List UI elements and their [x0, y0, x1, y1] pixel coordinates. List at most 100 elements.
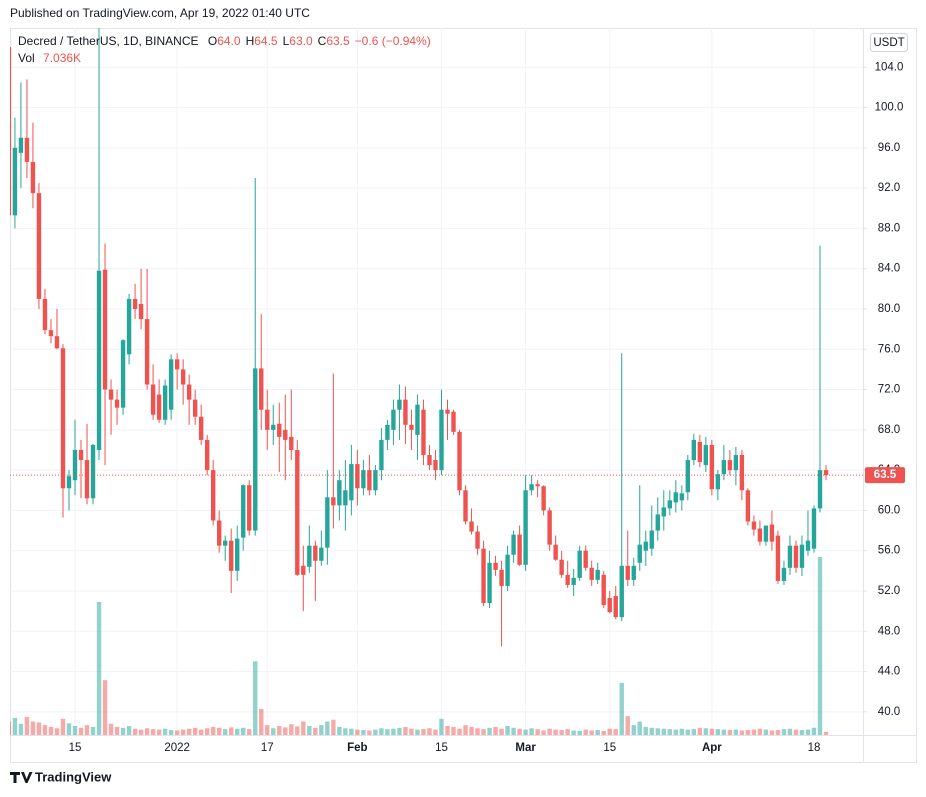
volume-bar — [277, 726, 282, 735]
volume-bar — [529, 728, 534, 735]
volume-bar — [637, 721, 642, 735]
candle-body — [493, 562, 498, 570]
volume-bar — [150, 729, 156, 735]
candle-body — [757, 528, 763, 542]
candle-body — [421, 409, 426, 456]
candle-body — [367, 470, 372, 491]
x-tick-label: 17 — [261, 742, 274, 754]
y-tick-label: 76.0 — [878, 343, 900, 355]
candle-body — [595, 569, 600, 580]
y-tick-label: 60.0 — [878, 504, 900, 516]
ohlc-value: 63.0 — [289, 34, 313, 48]
volume-bar — [162, 728, 168, 735]
volume-bar — [397, 727, 402, 735]
candle-body — [192, 399, 198, 417]
volume-bar — [625, 716, 630, 735]
volume-bar — [709, 728, 715, 735]
volume-bar — [781, 729, 787, 735]
volume-bar — [271, 728, 276, 735]
volume-pane — [10, 557, 829, 735]
volume-bar — [337, 726, 342, 735]
volume-bar — [457, 728, 462, 735]
candle-body — [331, 497, 336, 506]
volume-bar — [10, 721, 12, 735]
volume-bar — [168, 730, 174, 735]
candle-body — [379, 439, 384, 471]
ohlc-value: 64.5 — [254, 34, 278, 48]
grid — [10, 28, 863, 735]
volume-bar — [793, 729, 799, 735]
y-tick-label: 56.0 — [878, 545, 900, 557]
candle-body — [745, 490, 751, 522]
candle-body — [577, 550, 582, 578]
volume-bar — [559, 730, 564, 735]
candle-body — [523, 490, 528, 565]
volume-bar — [54, 728, 60, 735]
candle-body — [210, 470, 216, 521]
volume-bar — [36, 722, 42, 735]
volume-bar — [319, 725, 324, 735]
y-tick-label: 96.0 — [878, 142, 900, 154]
volume-bar — [60, 718, 66, 735]
volume-bar — [571, 730, 576, 735]
volume-bar — [481, 729, 486, 735]
volume-bar — [613, 729, 618, 735]
candle-body — [235, 538, 240, 571]
volume-bar — [547, 728, 552, 735]
candle-body — [445, 409, 450, 414]
candle-body — [781, 567, 787, 581]
candle-body — [289, 436, 294, 450]
candle-body — [12, 147, 18, 216]
candle-body — [361, 470, 366, 489]
candle-body — [601, 574, 606, 606]
candle-pane — [10, 28, 829, 647]
volume-bar — [817, 557, 823, 735]
volume-bar — [655, 728, 660, 735]
candle-body — [499, 569, 504, 586]
candle-body — [691, 439, 697, 461]
candle-body — [90, 444, 96, 499]
candle-body — [415, 404, 420, 435]
volume-bar — [259, 708, 264, 735]
volume-bar — [799, 730, 805, 735]
volume-bar — [739, 730, 745, 735]
volume-bar — [451, 726, 456, 735]
volume-bar — [331, 719, 336, 735]
x-tick-label: Mar — [515, 742, 536, 754]
candle-body — [625, 565, 630, 580]
ohlc-key: H — [246, 34, 255, 48]
volume-value: 7.036K — [43, 51, 81, 65]
candle-body — [775, 535, 781, 581]
volume-bar — [721, 729, 727, 735]
volume-bar — [523, 729, 528, 735]
volume-bar — [343, 728, 348, 735]
candle-body — [391, 409, 396, 430]
candle-body — [487, 562, 492, 604]
candle-body — [541, 486, 546, 511]
candle-body — [475, 531, 480, 549]
candle-body — [162, 385, 168, 420]
ohlc-value: 64.0 — [217, 34, 241, 48]
currency-button[interactable] — [870, 33, 908, 52]
x-tick-label: 15 — [603, 742, 616, 754]
volume-bar — [763, 729, 769, 735]
brand: TradingView — [10, 769, 112, 784]
candle-body — [535, 484, 540, 487]
volume-bar — [385, 729, 390, 735]
volume-bar — [48, 726, 54, 735]
volume-bar — [355, 729, 360, 735]
volume-key: Vol — [18, 51, 35, 65]
candle-body — [144, 319, 150, 385]
volume-bar — [229, 727, 234, 735]
volume-bar — [307, 726, 312, 735]
volume-bar — [24, 717, 30, 735]
volume-bar — [679, 728, 685, 735]
ohlc-key: O — [208, 34, 217, 48]
currency-label[interactable]: USDT — [873, 37, 904, 49]
ohlc-key: C — [318, 34, 327, 48]
candle-body — [787, 545, 793, 568]
candle-body — [565, 574, 570, 585]
volume-bar — [805, 729, 811, 735]
candle-body — [457, 431, 462, 491]
candle-body — [511, 534, 516, 555]
